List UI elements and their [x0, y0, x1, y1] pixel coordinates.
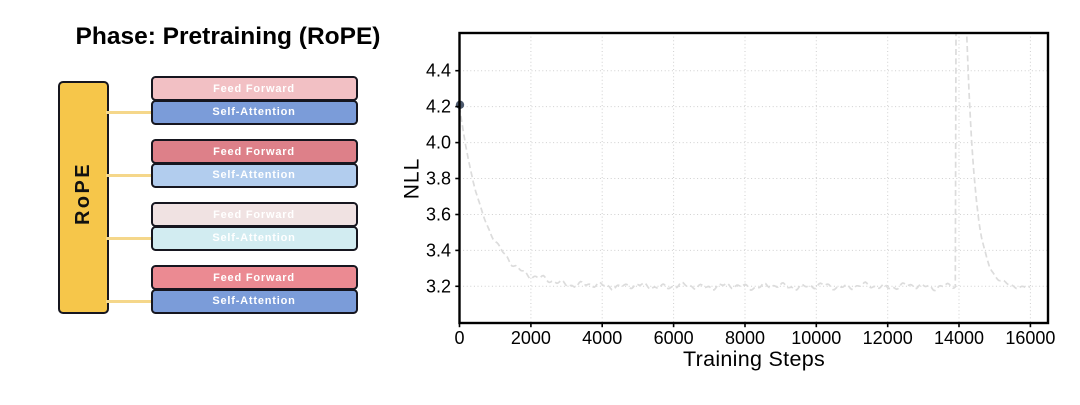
- svg-text:10000: 10000: [791, 328, 841, 348]
- svg-text:3.6: 3.6: [426, 205, 451, 225]
- svg-text:NLL: NLL: [401, 158, 424, 200]
- svg-text:8000: 8000: [725, 328, 765, 348]
- svg-text:4.2: 4.2: [426, 97, 451, 117]
- svg-text:Training Steps: Training Steps: [683, 347, 825, 371]
- svg-text:14000: 14000: [934, 328, 984, 348]
- svg-text:4.0: 4.0: [426, 133, 451, 153]
- svg-text:3.4: 3.4: [426, 240, 451, 260]
- svg-text:4000: 4000: [582, 328, 622, 348]
- svg-text:3.8: 3.8: [426, 169, 451, 189]
- svg-text:16000: 16000: [1005, 328, 1055, 348]
- svg-text:3.2: 3.2: [426, 276, 451, 296]
- svg-text:6000: 6000: [654, 328, 694, 348]
- svg-text:0: 0: [454, 328, 464, 348]
- svg-text:12000: 12000: [863, 328, 913, 348]
- svg-text:4.4: 4.4: [426, 61, 451, 81]
- svg-text:2000: 2000: [511, 328, 551, 348]
